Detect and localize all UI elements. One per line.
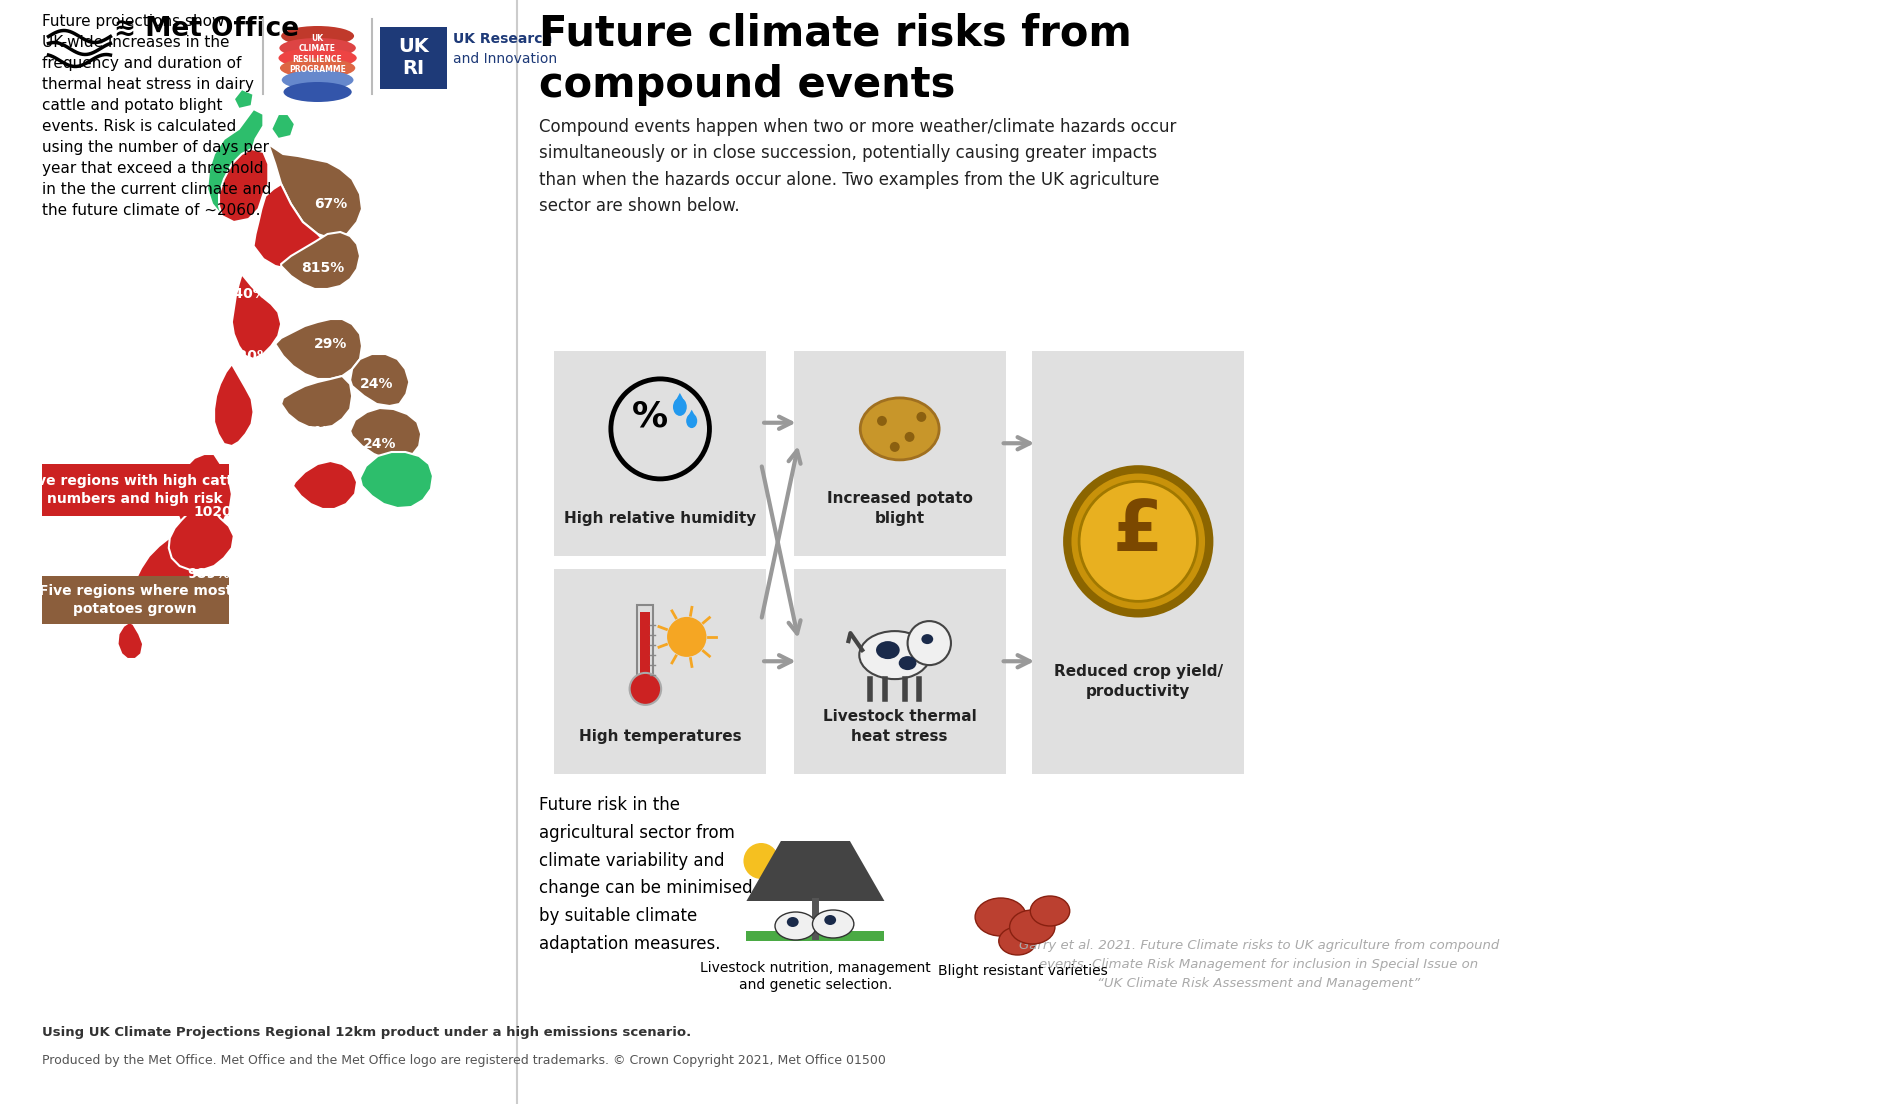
Text: Future risk in the
agricultural sector from
climate variability and
change can b: Future risk in the agricultural sector f… xyxy=(540,796,753,953)
Bar xyxy=(41,576,230,624)
Text: Using UK Climate Projections Regional 12km product under a high emissions scenar: Using UK Climate Projections Regional 12… xyxy=(41,1026,691,1039)
Ellipse shape xyxy=(1029,896,1069,926)
Polygon shape xyxy=(294,461,358,509)
Polygon shape xyxy=(350,408,422,460)
Text: Five regions where most
potatoes grown: Five regions where most potatoes grown xyxy=(38,584,231,616)
Circle shape xyxy=(630,673,661,704)
Text: Garry et al. 2021. Future Climate risks to UK agriculture from compound
events. : Garry et al. 2021. Future Climate risks … xyxy=(1018,940,1500,990)
Ellipse shape xyxy=(280,59,356,78)
Ellipse shape xyxy=(687,414,696,428)
Ellipse shape xyxy=(824,915,836,925)
Polygon shape xyxy=(280,232,359,289)
Circle shape xyxy=(1078,481,1197,602)
Ellipse shape xyxy=(282,70,354,91)
Bar xyxy=(553,569,766,774)
Bar xyxy=(1033,351,1244,774)
Text: UK
RI: UK RI xyxy=(397,38,429,78)
Bar xyxy=(794,569,1005,774)
Ellipse shape xyxy=(674,397,687,416)
Circle shape xyxy=(1067,469,1210,614)
Bar xyxy=(553,351,766,556)
Text: %: % xyxy=(632,400,668,434)
Circle shape xyxy=(905,432,915,442)
Text: Increased potato
blight: Increased potato blight xyxy=(826,491,973,526)
Text: Future projections show
UK-wide increases in the
frequency and duration of
therm: Future projections show UK-wide increase… xyxy=(41,14,271,217)
Text: Five regions with high cattle
numbers and high risk: Five regions with high cattle numbers an… xyxy=(23,475,247,506)
Bar xyxy=(794,351,1005,556)
Ellipse shape xyxy=(813,910,854,938)
Ellipse shape xyxy=(900,656,917,670)
Text: Reduced crop yield/
productivity: Reduced crop yield/ productivity xyxy=(1054,665,1223,699)
Ellipse shape xyxy=(1009,910,1056,944)
Text: £: £ xyxy=(1112,497,1163,566)
Polygon shape xyxy=(271,114,295,139)
Text: UK Research: UK Research xyxy=(454,32,551,46)
Bar xyxy=(41,464,230,516)
Text: Blight resistant varieties: Blight resistant varieties xyxy=(937,964,1107,978)
Polygon shape xyxy=(233,89,254,109)
Circle shape xyxy=(666,617,706,657)
Polygon shape xyxy=(280,376,352,428)
Ellipse shape xyxy=(999,927,1037,955)
Text: 24%: 24% xyxy=(359,376,393,391)
Text: 2120%: 2120% xyxy=(218,349,273,363)
Circle shape xyxy=(917,412,926,422)
Polygon shape xyxy=(207,109,263,222)
Ellipse shape xyxy=(787,917,798,927)
Ellipse shape xyxy=(860,397,939,460)
Text: High relative humidity: High relative humidity xyxy=(565,511,757,526)
Ellipse shape xyxy=(875,641,900,659)
Polygon shape xyxy=(175,454,231,534)
Polygon shape xyxy=(117,622,143,659)
Ellipse shape xyxy=(975,898,1026,936)
Text: 29%: 29% xyxy=(295,425,329,439)
Ellipse shape xyxy=(284,82,352,102)
Text: 1020%: 1020% xyxy=(194,505,247,519)
Bar xyxy=(638,605,653,684)
Polygon shape xyxy=(687,410,696,417)
Polygon shape xyxy=(676,393,685,402)
Text: 24%: 24% xyxy=(363,437,397,452)
Polygon shape xyxy=(231,274,280,359)
Text: 67%: 67% xyxy=(314,197,346,211)
Ellipse shape xyxy=(280,26,354,46)
Text: Livestock nutrition, management
and genetic selection.: Livestock nutrition, management and gene… xyxy=(700,960,932,992)
Polygon shape xyxy=(359,452,433,508)
Text: Produced by the Met Office. Met Office and the Met Office logo are registered tr: Produced by the Met Office. Met Office a… xyxy=(41,1054,885,1066)
Text: compound events: compound events xyxy=(540,64,956,106)
Polygon shape xyxy=(254,184,322,269)
Polygon shape xyxy=(169,496,233,570)
Circle shape xyxy=(890,442,900,452)
Polygon shape xyxy=(269,144,361,238)
Ellipse shape xyxy=(279,38,356,59)
Text: Compound events happen when two or more weather/climate hazards occur
simultaneo: Compound events happen when two or more … xyxy=(540,118,1176,215)
Circle shape xyxy=(907,622,950,665)
Bar xyxy=(380,26,446,89)
Circle shape xyxy=(743,843,779,879)
Ellipse shape xyxy=(279,47,358,68)
Circle shape xyxy=(877,416,886,426)
Polygon shape xyxy=(218,149,269,222)
Text: ≋ Met Office: ≋ Met Office xyxy=(113,15,299,42)
Polygon shape xyxy=(134,537,196,624)
Ellipse shape xyxy=(860,631,930,679)
Text: 815%: 815% xyxy=(301,261,344,275)
Ellipse shape xyxy=(775,912,817,940)
Polygon shape xyxy=(215,364,254,446)
Text: 989%: 989% xyxy=(188,567,231,581)
Polygon shape xyxy=(350,354,408,406)
Text: Livestock thermal
heat stress: Livestock thermal heat stress xyxy=(822,709,977,744)
Text: UK
CLIMATE
RESILIENCE
PROGRAMME: UK CLIMATE RESILIENCE PROGRAMME xyxy=(290,34,346,74)
Bar xyxy=(640,612,651,682)
Text: and Innovation: and Innovation xyxy=(454,52,557,66)
Text: Future climate risks from: Future climate risks from xyxy=(540,12,1133,54)
Ellipse shape xyxy=(922,634,933,644)
Text: 29%: 29% xyxy=(314,337,346,351)
Text: 2940%: 2940% xyxy=(215,287,267,301)
Polygon shape xyxy=(747,841,885,901)
Polygon shape xyxy=(275,319,361,379)
Polygon shape xyxy=(215,364,254,446)
Bar xyxy=(747,931,885,941)
Text: High temperatures: High temperatures xyxy=(580,729,742,744)
